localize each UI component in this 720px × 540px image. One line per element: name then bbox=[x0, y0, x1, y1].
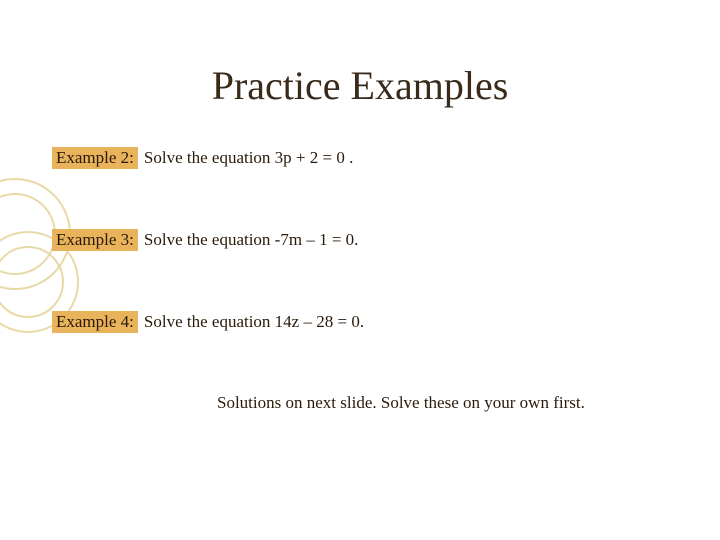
example-label: Example 4: bbox=[52, 311, 138, 333]
content-area: Example 2: Solve the equation 3p + 2 = 0… bbox=[0, 147, 720, 413]
example-text: Solve the equation 14z – 28 = 0. bbox=[142, 311, 366, 333]
example-text: Solve the equation -7m – 1 = 0. bbox=[142, 229, 361, 251]
example-row: Example 4: Solve the equation 14z – 28 =… bbox=[52, 311, 668, 333]
example-row: Example 3: Solve the equation -7m – 1 = … bbox=[52, 229, 668, 251]
page-title: Practice Examples bbox=[0, 62, 720, 109]
example-label: Example 3: bbox=[52, 229, 138, 251]
example-text: Solve the equation 3p + 2 = 0 . bbox=[142, 147, 355, 169]
example-row: Example 2: Solve the equation 3p + 2 = 0… bbox=[52, 147, 668, 169]
example-label: Example 2: bbox=[52, 147, 138, 169]
footer-note: Solutions on next slide. Solve these on … bbox=[52, 393, 668, 413]
